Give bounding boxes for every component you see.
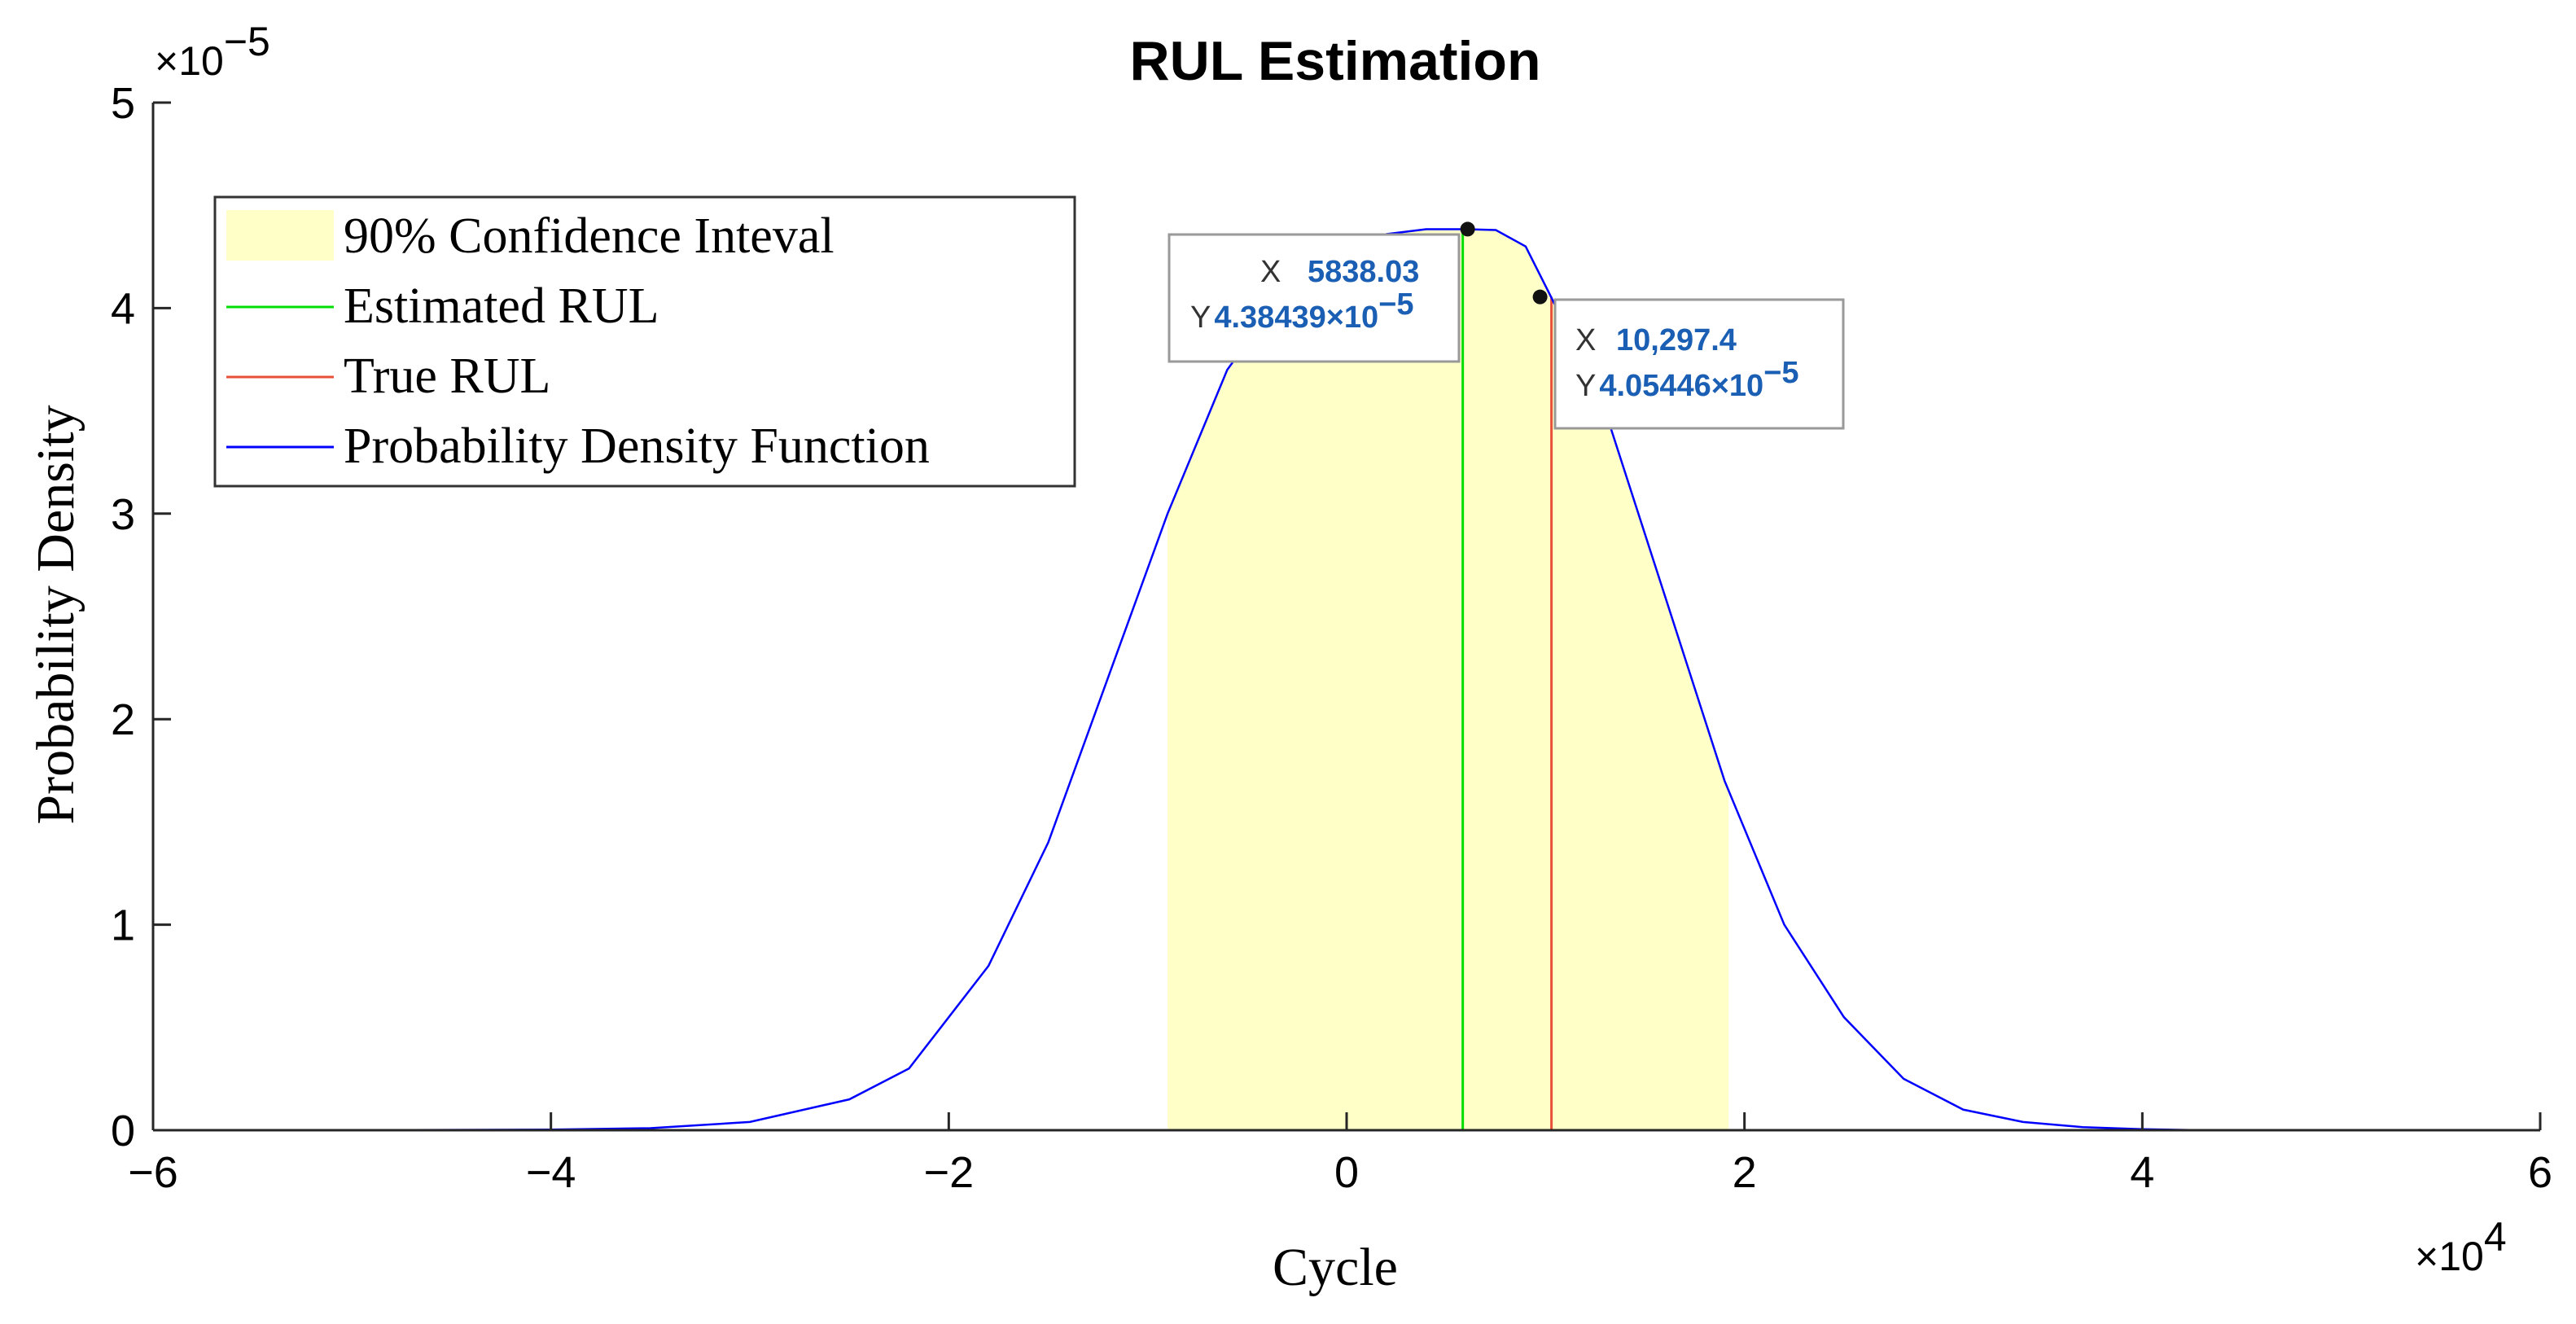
pdf-curve: [331, 228, 2202, 1132]
y-tick-label: 0: [111, 1107, 135, 1155]
x-multiplier-base: ×10: [2415, 1234, 2484, 1279]
datatip-y-exponent: −5: [1378, 287, 1413, 322]
legend: 90% Confidence Inteval Estimated RUL Tru…: [213, 195, 1076, 488]
x-axis-multiplier: ×104: [2415, 1214, 2507, 1279]
datatip-marker-estimated[interactable]: [1460, 221, 1475, 237]
datatip-y-row: Y 4.05446×10−5: [1575, 356, 1799, 403]
chart-title: RUL Estimation: [1129, 30, 1540, 92]
y-ticks: 0 1 2 3 4 5: [111, 79, 171, 1155]
legend-swatch-ci: [226, 210, 334, 261]
x-tick-label: −6: [128, 1148, 178, 1197]
legend-label-pdf: Probability Density Function: [344, 419, 930, 474]
x-axis-label: Cycle: [1273, 1238, 1398, 1297]
x-tick-label: −2: [924, 1148, 975, 1197]
y-tick-label: 2: [111, 695, 135, 744]
datatip-marker-true[interactable]: [1532, 289, 1548, 305]
datatip-y-row: Y 4.38439×10−5: [1190, 287, 1414, 335]
datatip-y-key: Y: [1575, 369, 1596, 403]
datatip-box: [1553, 298, 1845, 430]
y-axis-multiplier: ×10−5: [155, 19, 270, 84]
y-axis-label: Probability Density: [26, 405, 85, 824]
datatip-estimated[interactable]: X 5838.03 Y 4.38439×10−5: [1168, 233, 1461, 363]
x-tick-label: 6: [2528, 1148, 2552, 1197]
x-multiplier-exponent: 4: [2484, 1214, 2507, 1260]
legend-label-ci: 90% Confidence Inteval: [344, 208, 835, 264]
datatip-y-exponent: −5: [1763, 356, 1798, 390]
y-tick-label: 3: [111, 490, 135, 539]
x-tick-label: 2: [1733, 1148, 1757, 1197]
y-multiplier-base: ×10: [155, 38, 224, 84]
y-tick-label: 1: [111, 901, 135, 950]
datatip-y-value: 4.38439×10: [1214, 300, 1378, 335]
datatip-x-value: 10,297.4: [1616, 323, 1737, 357]
confidence-interval-area: [1168, 229, 1729, 1130]
datatip-x-key: X: [1260, 255, 1281, 289]
datatip-x-value: 5838.03: [1308, 255, 1419, 289]
y-multiplier-exponent: −5: [224, 19, 270, 64]
datatip-y-value: 4.05446×10: [1599, 369, 1763, 403]
legend-label-estimated: Estimated RUL: [344, 278, 659, 334]
x-tick-label: 0: [1334, 1148, 1359, 1197]
datatip-true[interactable]: X 10,297.4 Y 4.05446×10−5: [1553, 298, 1845, 430]
datatip-y-key: Y: [1190, 300, 1211, 335]
y-tick-label: 4: [111, 284, 135, 333]
x-tick-label: −4: [526, 1148, 576, 1197]
legend-label-true: True RUL: [344, 349, 550, 404]
datatip-x-key: X: [1575, 323, 1596, 357]
legend-box: [213, 195, 1076, 488]
x-ticks: −6 −4 −2 0 2 4 6: [128, 1112, 2552, 1197]
datatip-box: [1168, 233, 1461, 363]
x-tick-label: 4: [2130, 1148, 2154, 1197]
y-tick-label: 5: [111, 79, 135, 128]
